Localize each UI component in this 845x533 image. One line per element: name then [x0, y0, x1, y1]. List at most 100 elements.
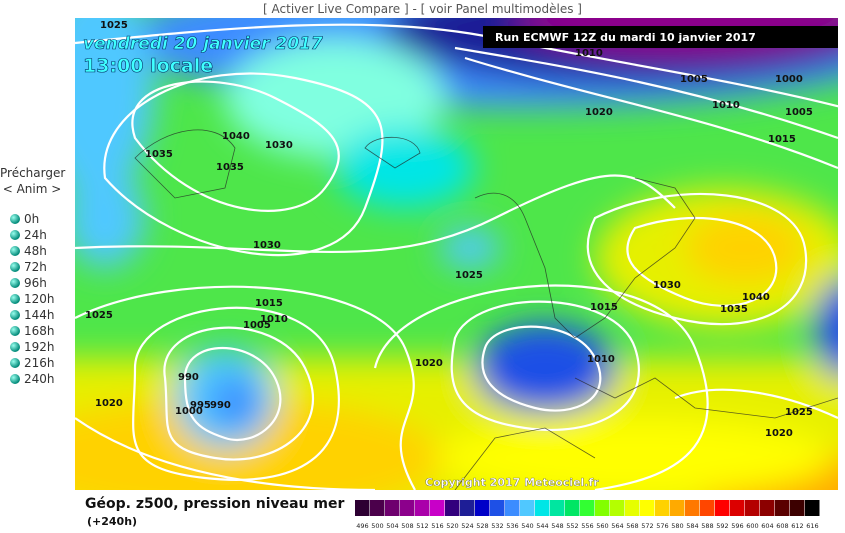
time-step[interactable]: 168h [10, 324, 55, 338]
scale-swatch [385, 500, 400, 516]
scale-label: 544 [536, 522, 548, 530]
anim-toggle[interactable]: < Anim > [2, 182, 62, 196]
scale-swatch [400, 500, 415, 516]
scale-label: 588 [701, 522, 713, 530]
legend-title: Géop. z500, pression niveau mer [85, 496, 345, 512]
scale-swatch [655, 500, 670, 516]
map-date: vendredi 20 janvier 2017 [83, 34, 323, 54]
isobar-label: 1000 [775, 74, 803, 85]
isobar-label: 990 [178, 372, 199, 383]
preload-label: Précharger [0, 166, 66, 180]
map-time: 13:00 locale [83, 55, 213, 77]
isobar-label: 1040 [742, 292, 770, 303]
isobar-label: 1035 [216, 162, 244, 173]
isobar-label: 1030 [253, 240, 281, 251]
scale-label: 596 [731, 522, 743, 530]
scale-label: 592 [716, 522, 728, 530]
scale-swatch [790, 500, 805, 516]
time-step[interactable]: 72h [10, 260, 47, 274]
scale-label: 540 [521, 522, 533, 530]
isobar-label: 1020 [415, 358, 443, 369]
time-step[interactable]: 216h [10, 356, 55, 370]
step-label: 144h [24, 308, 55, 322]
scale-label: 520 [446, 522, 458, 530]
scale-swatch [565, 500, 580, 516]
step-icon [10, 278, 20, 288]
isobar-label: 1015 [255, 298, 283, 309]
step-icon [10, 262, 20, 272]
scale-swatch [550, 500, 565, 516]
isobar-label: 1020 [765, 428, 793, 439]
isobar-label: 1010 [712, 100, 740, 111]
color-scale: 496 500 504 508 512 516 520 524 528 532 536 540 544 5… [355, 500, 820, 530]
isobar-label: 1020 [95, 398, 123, 409]
top-link[interactable]: [ Activer Live Compare ] [263, 2, 409, 16]
scale-label: 616 [806, 522, 818, 530]
isobar-label: 1025 [100, 20, 128, 31]
isobar-label: 1040 [222, 131, 250, 142]
scale-swatch [430, 500, 445, 516]
scale-label: 572 [641, 522, 653, 530]
time-step[interactable]: 120h [10, 292, 55, 306]
time-step[interactable]: 96h [10, 276, 47, 290]
scale-label: 508 [401, 522, 413, 530]
step-label: 24h [24, 228, 47, 242]
time-step[interactable]: 240h [10, 372, 55, 386]
scale-label: 556 [581, 522, 593, 530]
time-step[interactable]: 0h [10, 212, 39, 226]
top-links: [ Activer Live Compare ] - [ voir Panel … [0, 0, 845, 18]
time-step[interactable]: 24h [10, 228, 47, 242]
scale-swatch [775, 500, 790, 516]
scale-swatch [715, 500, 730, 516]
step-label: 72h [24, 260, 47, 274]
scale-label: 536 [506, 522, 518, 530]
step-label: 96h [24, 276, 47, 290]
step-icon [10, 342, 20, 352]
step-label: 168h [24, 324, 55, 338]
isobar-label: 990 [210, 400, 231, 411]
scale-swatch [685, 500, 700, 516]
isobar-label: 1005 [785, 107, 813, 118]
scale-label: 528 [476, 522, 488, 530]
step-icon [10, 214, 20, 224]
time-step[interactable]: 48h [10, 244, 47, 258]
map-field [75, 18, 838, 490]
scale-swatch [760, 500, 775, 516]
sidebar: Précharger < Anim > 0h 24h 48h 72h 96h 120h 14… [0, 18, 75, 533]
scale-swatch [370, 500, 385, 516]
scale-swatch [445, 500, 460, 516]
scale-swatch [610, 500, 625, 516]
step-icon [10, 294, 20, 304]
scale-swatch [745, 500, 760, 516]
step-label: 216h [24, 356, 55, 370]
run-label: Run ECMWF 12Z du mardi 10 janvier 2017 [495, 31, 756, 44]
legend-lead: (+240h) [87, 515, 138, 528]
isobar-label: 995 [190, 400, 211, 411]
scale-label: 584 [686, 522, 698, 530]
scale-swatch [580, 500, 595, 516]
isobar-label: 1000 [175, 406, 203, 417]
step-icon [10, 358, 20, 368]
isobar-label: 1035 [720, 304, 748, 315]
time-step[interactable]: 192h [10, 340, 55, 354]
scale-label: 612 [791, 522, 803, 530]
scale-swatch [460, 500, 475, 516]
time-step[interactable]: 144h [10, 308, 55, 322]
isobar-label: 1010 [260, 314, 288, 325]
scale-label: 552 [566, 522, 578, 530]
scale-swatch [490, 500, 505, 516]
scale-label: 504 [386, 522, 398, 530]
step-label: 192h [24, 340, 55, 354]
scale-swatch [625, 500, 640, 516]
scale-label: 600 [746, 522, 758, 530]
isobar-label: 1025 [455, 270, 483, 281]
step-icon [10, 246, 20, 256]
isobar-label: 1035 [145, 149, 173, 160]
scale-swatch [595, 500, 610, 516]
isobar-label: 1030 [265, 140, 293, 151]
scale-label: 512 [416, 522, 428, 530]
step-label: 0h [24, 212, 40, 226]
top-link[interactable]: [ voir Panel multimodèles ] [420, 2, 582, 16]
scale-label: 496 [356, 522, 368, 530]
